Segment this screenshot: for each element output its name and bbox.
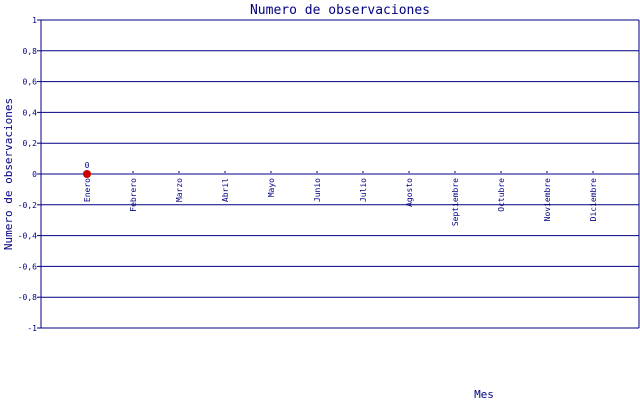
y-tick-label: 0,8 — [23, 47, 38, 56]
y-tick-label: -0,6 — [18, 262, 37, 271]
x-tick-label: Junio — [313, 178, 322, 202]
x-tick-label: Abril — [221, 178, 230, 202]
x-tick-label: Noviembre — [543, 178, 552, 222]
y-tick-label: -0,2 — [18, 201, 37, 210]
x-tick-label: Enero — [83, 178, 92, 202]
x-tick-label: Agosto — [405, 178, 414, 207]
x-tick-label: Julio — [359, 178, 368, 202]
y-tick-label: 0 — [32, 170, 37, 179]
x-tick-label: Octubre — [497, 178, 506, 212]
chart-title: Numero de observaciones — [250, 3, 430, 18]
x-tick-label: Mayo — [267, 178, 276, 197]
x-tick-label: Marzo — [175, 178, 184, 202]
y-tick-label: 0,4 — [23, 108, 38, 117]
data-label: 0 — [85, 161, 90, 170]
y-axis-label: Numero de observaciones — [2, 98, 15, 250]
y-tick-label: 1 — [32, 16, 37, 25]
x-tick-label: Septiembre — [451, 178, 460, 226]
x-tick-label: Diciembre — [589, 178, 598, 222]
x-tick-label: Febrero — [129, 178, 138, 212]
y-tick-label: 0,6 — [23, 78, 38, 87]
y-tick-label: -1 — [27, 324, 37, 333]
data-point — [83, 170, 91, 178]
y-tick-label: -0,8 — [18, 293, 37, 302]
x-axis-label: Mes — [474, 388, 494, 400]
y-tick-label: -0,4 — [18, 232, 37, 241]
y-tick-label: 0,2 — [23, 139, 38, 148]
